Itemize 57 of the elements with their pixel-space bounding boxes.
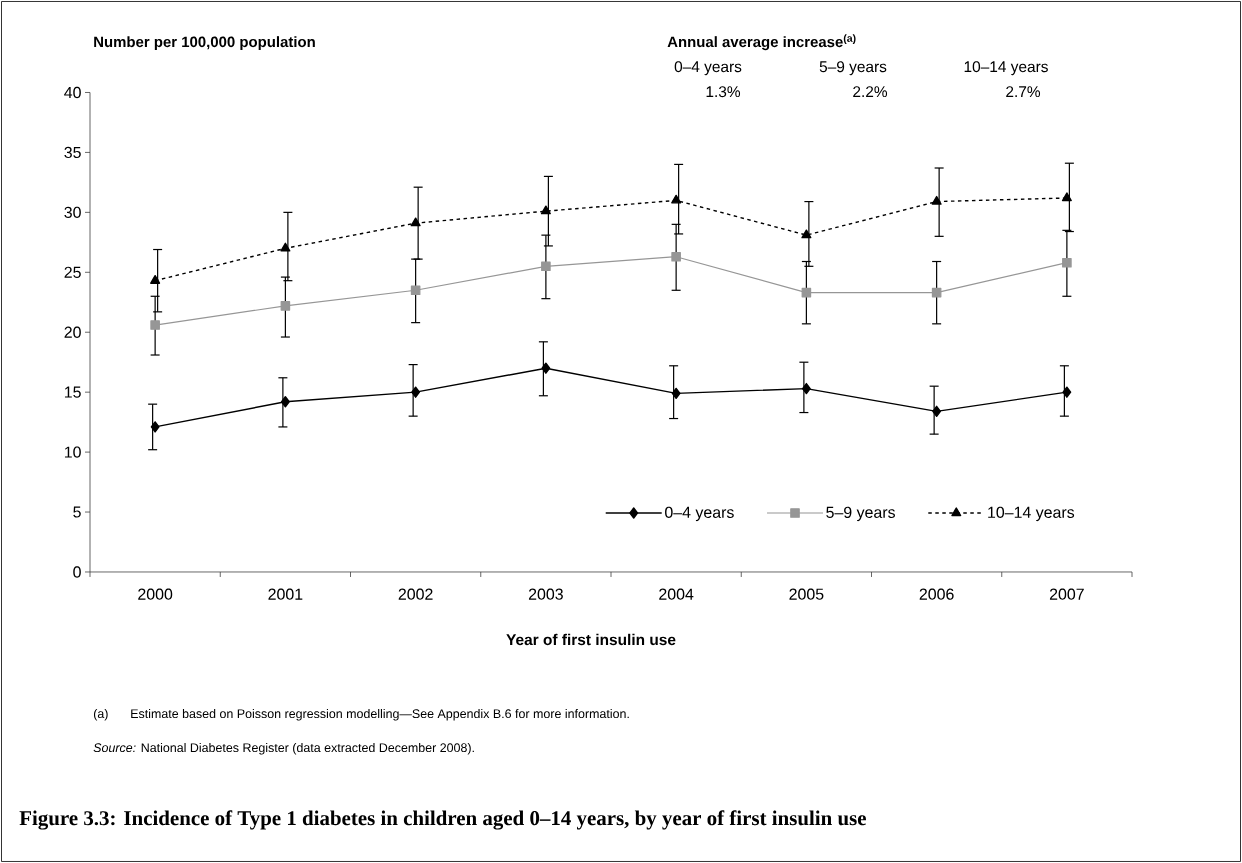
- x-tick-label: 2000: [138, 588, 173, 600]
- point: [540, 205, 551, 215]
- legend-label: 0–4 years: [665, 506, 734, 522]
- point: [931, 287, 942, 298]
- y-tick-label: 10: [64, 446, 81, 458]
- point: [541, 261, 551, 272]
- point: [671, 194, 682, 204]
- text: Source: National Diabetes Register (data extracted December 2008).: [93, 742, 474, 755]
- y-tick-label: 30: [64, 206, 81, 218]
- annotation: 1.3%: [706, 86, 741, 98]
- point: [1062, 257, 1072, 268]
- point: [150, 274, 161, 284]
- point: [541, 362, 551, 374]
- text: 0–4 years: [674, 61, 742, 76]
- point: [932, 405, 942, 418]
- text: 5–9 years: [819, 61, 887, 76]
- x-tick-label: 2004: [659, 588, 694, 600]
- point: [1061, 192, 1072, 202]
- point: [931, 195, 942, 205]
- point: [150, 421, 160, 433]
- point: [801, 229, 812, 239]
- y-tick-label: 0: [73, 566, 81, 578]
- legend-label: 10–14 years: [988, 506, 1075, 522]
- y-tick-label: 40: [64, 86, 81, 99]
- x-tick-label: 2002: [398, 588, 433, 600]
- x-axis-title: Year of first insulin use: [506, 633, 676, 646]
- point: [1062, 386, 1072, 398]
- y-tick-label: 20: [64, 326, 81, 338]
- legend-label: 5–9 years: [826, 506, 895, 522]
- point: [280, 242, 291, 252]
- point: [410, 285, 421, 296]
- x-tick-label: 2001: [268, 588, 303, 600]
- y-tick-label: 15: [64, 386, 81, 398]
- point: [671, 251, 681, 262]
- annotation: 2.2%: [853, 86, 888, 98]
- text: 10–14 years: [964, 61, 1048, 76]
- point: [410, 217, 421, 227]
- x-tick-label: 2003: [528, 588, 563, 600]
- point: [801, 382, 811, 395]
- y-tick-label: 35: [64, 146, 81, 159]
- x-tick-label: 2007: [1049, 588, 1084, 600]
- x-tick-label: 2006: [919, 588, 954, 600]
- text: Estimate based on Poisson regression modelling—See Appendix B.6 for more information.: [131, 708, 629, 721]
- y-tick-label: 25: [64, 266, 81, 278]
- annotation: 2.7%: [1006, 86, 1041, 98]
- y-tick-label: 5: [73, 506, 81, 518]
- text: Annual average increase$^{(a)}$: [667, 34, 856, 51]
- point: [671, 387, 681, 400]
- x-tick-label: 2005: [789, 588, 824, 600]
- text: (a): [93, 708, 108, 721]
- point: [411, 386, 421, 398]
- point: [150, 320, 160, 330]
- point: [801, 287, 812, 298]
- point: [280, 301, 291, 311]
- text: Figure 3.3: Incidence of Type 1 diabetes in children aged 0–14 years, by year of first insulin use: [19, 810, 866, 830]
- point: [280, 396, 290, 408]
- y-axis-title: Number per 100,000 population: [94, 36, 315, 51]
